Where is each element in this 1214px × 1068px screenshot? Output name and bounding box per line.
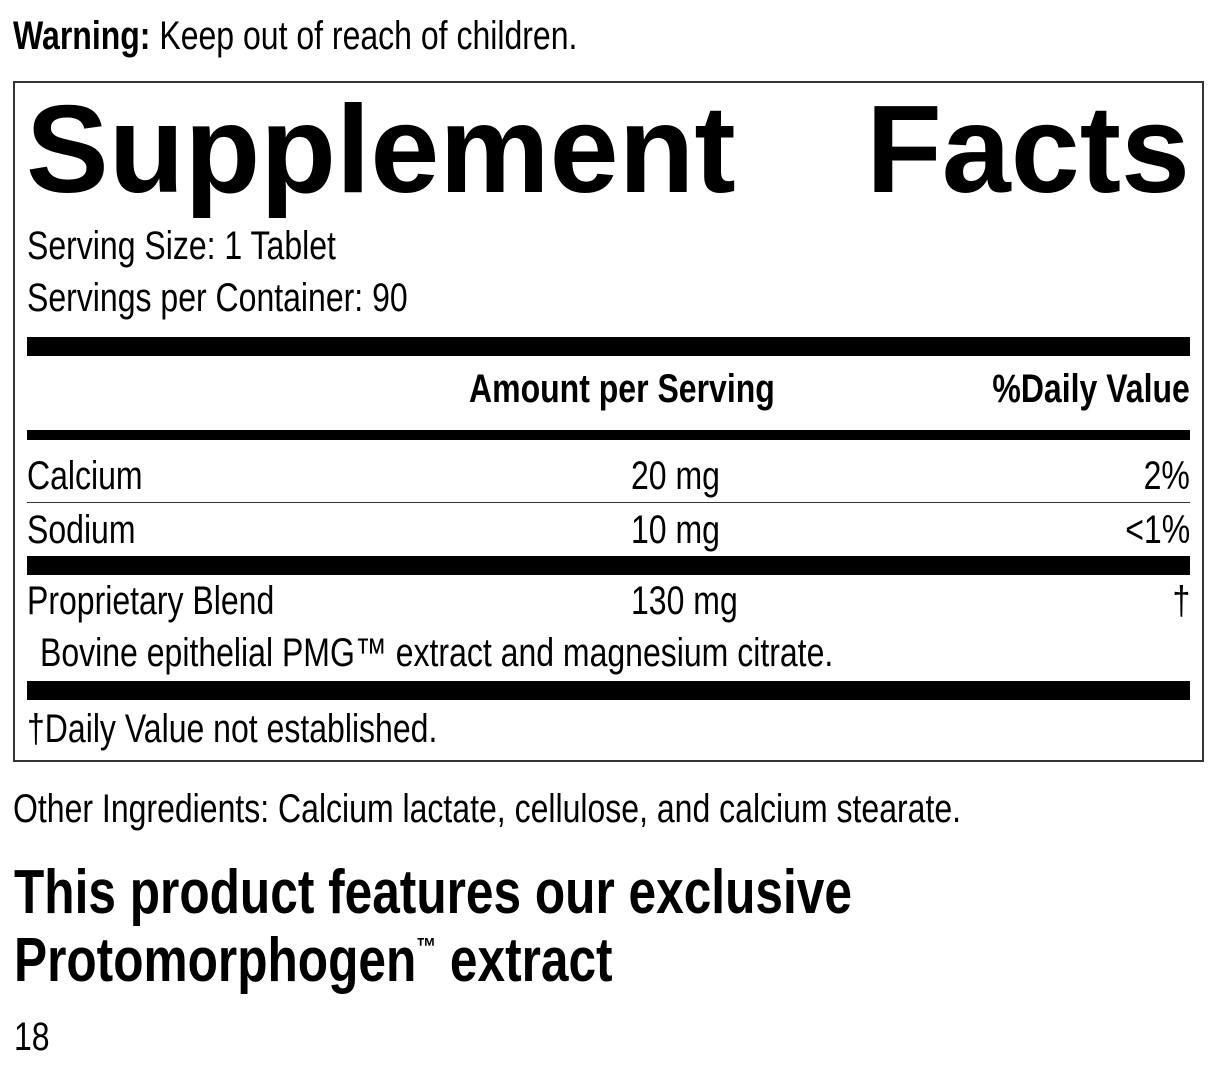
warning: Warning: Keep out of reach of children.: [13, 16, 577, 56]
row-amount: 130 mg: [631, 579, 738, 623]
title-facts: Facts: [866, 81, 1190, 219]
supplement-facts-panel: [13, 81, 1204, 762]
row-amount: 10 mg: [631, 508, 720, 552]
feature-line-1: This product features our exclusive: [14, 858, 852, 927]
row-dv: <1%: [1125, 508, 1190, 552]
row-dv: †: [1172, 579, 1190, 623]
trademark: ™: [416, 934, 437, 961]
feature-line-2: Protomorphogen™ extract: [14, 930, 613, 992]
serving-size: Serving Size: 1 Tablet: [27, 224, 336, 268]
row-name: Sodium: [27, 508, 136, 552]
title-supplement: Supplement: [26, 81, 736, 219]
row-name: Proprietary Blend: [27, 579, 275, 623]
other-ingredients: Other Ingredients: Calcium lactate, cell…: [13, 787, 962, 831]
divider-medium: [27, 430, 1190, 440]
page-number: 18: [14, 1015, 50, 1059]
footnote: †Daily Value not established.: [27, 707, 438, 751]
header-daily-value: %Daily Value: [992, 367, 1190, 411]
divider-thick: [27, 556, 1190, 575]
feature-brand: Protomorphogen: [14, 926, 417, 995]
servings-per-container: Servings per Container: 90: [27, 276, 408, 320]
header-amount: Amount per Serving: [469, 367, 775, 411]
row-name: Calcium: [27, 454, 143, 498]
divider-thick: [27, 337, 1190, 356]
row-amount: 20 mg: [631, 454, 720, 498]
feature-suffix: extract: [436, 926, 613, 995]
divider-thick: [27, 681, 1190, 700]
divider-thin: [27, 502, 1190, 503]
blend-description: Bovine epithelial PMG™ extract and magne…: [40, 631, 834, 675]
warning-label: Warning:: [13, 14, 151, 58]
warning-text: Keep out of reach of children.: [150, 14, 578, 58]
row-dv: 2%: [1143, 454, 1190, 498]
